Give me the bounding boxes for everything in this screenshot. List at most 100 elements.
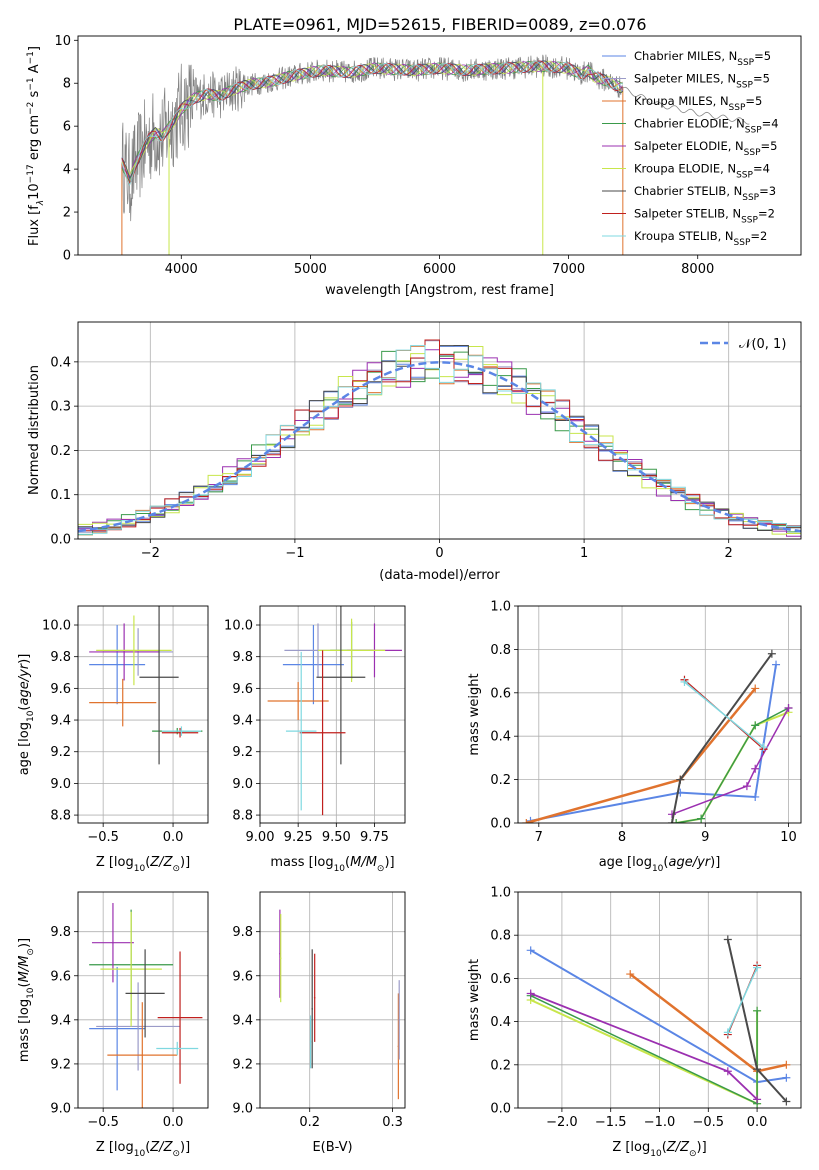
weight-marker [697, 814, 706, 823]
y-tick-label: 9.2 [50, 745, 71, 760]
x-tick-label: −1.0 [644, 1115, 676, 1130]
x-axis-label: wavelength [Angstrom, rest frame] [325, 283, 554, 298]
label-part: =5 [745, 94, 762, 108]
data-point [130, 968, 132, 970]
y-tick-label: 9.0 [232, 1102, 253, 1117]
label-part: =3 [759, 184, 776, 198]
data-point [133, 649, 135, 652]
x-axis-label: Z [log10(Z/Z⊙)] [96, 855, 190, 874]
data-point [121, 701, 124, 704]
label-part: 10 [134, 1149, 146, 1159]
weight-marker [751, 721, 760, 730]
weight-marker [782, 1073, 791, 1082]
label-part: =2 [750, 229, 767, 243]
y-tick-label: 8.8 [232, 809, 253, 824]
weight-marker [680, 677, 689, 686]
weight-marker [526, 946, 535, 955]
label-part: ( [145, 855, 150, 870]
weight-marker [767, 649, 776, 658]
y-tick-label: 9.6 [232, 969, 253, 984]
y-tick-label: 0.6 [490, 686, 511, 701]
data-point [350, 649, 353, 652]
x-tick-label: −1.5 [595, 1115, 627, 1130]
axes-frame [77, 891, 209, 1109]
weight-marker [742, 782, 751, 791]
y-tick-label: 9.4 [232, 714, 253, 729]
axes-frame [77, 35, 802, 256]
x-axis-label: E(B-V) [312, 1140, 352, 1155]
y-tick-label: 0.1 [50, 488, 71, 503]
label-part: E(B-V) [312, 1140, 352, 1155]
label-part: age [log [599, 855, 652, 870]
y-tick-label: 9.2 [50, 1057, 71, 1072]
y-tick-label: 0.2 [490, 1058, 511, 1073]
label-part: SSP [745, 126, 762, 136]
axes-frame [517, 605, 802, 824]
x-tick-label: −0.5 [87, 1115, 119, 1130]
y-tick-label: 2 [63, 206, 71, 221]
panel-mass_vs_Z: −0.5 0.09.09.29.49.69.8Z [log10(Z/Z⊙)]mas… [17, 891, 209, 1159]
y-axis-label: mass weight [467, 673, 482, 755]
label-part: Z/Z [149, 855, 173, 870]
panel-spectrum: 4000 5000 6000 7000 8000 0 2 4 6 8 10 Chabrier MILE… [26, 34, 802, 298]
weight-marker [753, 1095, 762, 1104]
label-part: ( [345, 855, 350, 870]
data-point [180, 730, 183, 732]
weight-marker [782, 1060, 791, 1069]
label-part: SSP [736, 81, 753, 91]
x-axis-label: (data-model)/error [379, 568, 500, 583]
data-point [158, 676, 160, 679]
label-part: )] [180, 855, 190, 870]
y-tick-label: 0.0 [50, 533, 71, 548]
data-point [309, 1041, 312, 1043]
label-part: ⊙ [172, 1149, 180, 1159]
label-part: M/M [350, 855, 377, 870]
panel-residuals: −2 −1 0 1 2 0.0 0.1 0.2 0.3 0.4 𝒩(0, 1) (data-model… [27, 321, 802, 583]
normal-curve [78, 361, 801, 533]
y-tick-label: 9.8 [232, 925, 253, 940]
data-point [179, 1016, 181, 1019]
label-part: ( [663, 855, 668, 870]
y-tick-label: 6 [63, 120, 71, 135]
plot-area [89, 606, 203, 765]
legend-entry: 𝒩(0, 1) [739, 337, 786, 352]
legend-entry: Salpeter ELODIE, NSSP=5 [634, 139, 777, 158]
x-tick-label: 2 [725, 546, 733, 561]
label-part: ⊙ [377, 864, 385, 874]
y-tick-label: 8 [63, 77, 71, 92]
label-part: SSP [744, 148, 761, 158]
panel-age_vs_mass: 9.00 9.25 9.50 9.75 8.8 9.0 9.2 9.4 9.6 9.8 10.0 ma… [224, 605, 406, 874]
weight-series-line [727, 967, 758, 1033]
data-spectrum-line [121, 54, 624, 222]
label-part: Chabrier MILES, N [634, 49, 737, 63]
label-part: A [27, 64, 42, 77]
weight-marker [723, 935, 732, 944]
x-tick-label: −2.0 [546, 1115, 578, 1130]
y-tick-label: 9.8 [50, 925, 71, 940]
weight-series-line [530, 995, 758, 1105]
y-tick-label: 0.4 [490, 1015, 511, 1030]
y-tick-label: 9.0 [232, 777, 253, 792]
label-part: 10 [26, 710, 36, 722]
plot-area [522, 649, 793, 823]
weight-marker [753, 1006, 762, 1015]
data-point [144, 992, 146, 995]
label-part: ( [17, 982, 32, 987]
data-point [137, 1025, 139, 1028]
data-point [179, 731, 181, 734]
weight-marker [626, 970, 635, 979]
x-tick-label: −0.5 [87, 830, 119, 845]
y-tick-label: 9.2 [232, 745, 253, 760]
y-axis-label: mass [log10(M/M⊙)] [17, 938, 36, 1062]
x-tick-label: 0.3 [382, 1115, 403, 1130]
legend-entry: Kroupa MILES, NSSP=5 [634, 94, 762, 113]
label-part: )] [697, 1140, 707, 1155]
label-part: )] [710, 855, 720, 870]
label-part: Z [log [96, 855, 134, 870]
y-tick-label: 9.8 [50, 650, 71, 665]
y-tick-label: 0.2 [490, 773, 511, 788]
weight-series-line [684, 681, 764, 748]
label-part: mass [log [17, 999, 32, 1062]
label-part: −2 [26, 102, 36, 115]
label-part: erg cm [27, 115, 42, 164]
